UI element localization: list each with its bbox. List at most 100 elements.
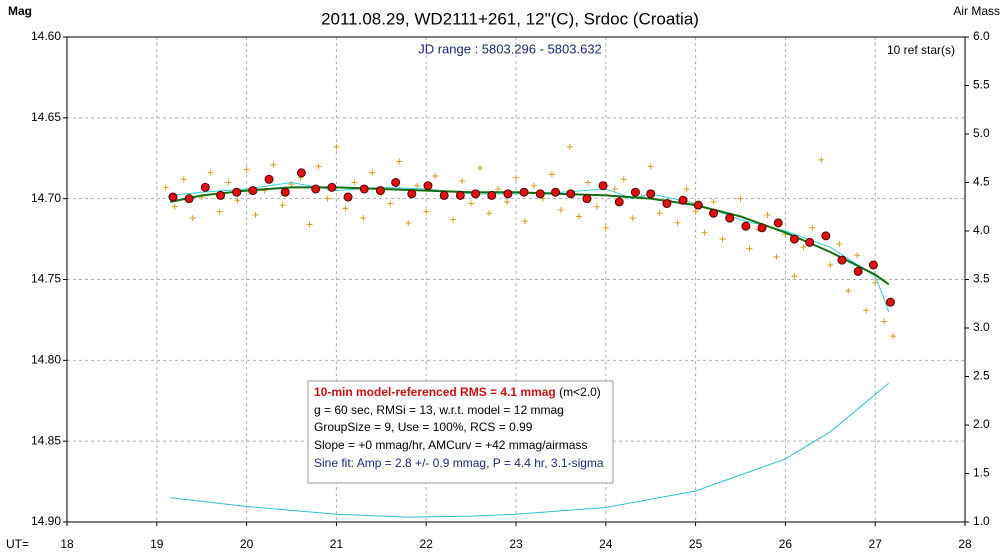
- binned-point: [741, 221, 751, 231]
- binned-point: [821, 231, 831, 241]
- x-tick-label: 22: [420, 537, 434, 551]
- y-tick-label: 14.75: [31, 272, 61, 286]
- data-cross: [504, 198, 511, 205]
- data-cross: [692, 208, 699, 215]
- binned-point: [535, 189, 545, 199]
- stats-line: GroupSize = 9, Use = 100%, RCS = 0.99: [314, 420, 533, 434]
- y2-tick-label: 3.5: [973, 272, 990, 286]
- y2-axis-label: Air Mass: [953, 4, 1000, 18]
- binned-point: [805, 237, 815, 247]
- stats-rms: 10-min model-referenced RMS = 4.1 mmag: [314, 385, 556, 399]
- binned-point: [391, 178, 401, 187]
- data-cross: [575, 213, 582, 220]
- binned-point: [678, 195, 688, 205]
- data-cross: [611, 185, 618, 192]
- data-cross: [189, 215, 196, 222]
- data-cross: [602, 224, 609, 231]
- binned-point: [311, 184, 321, 194]
- data-cross: [629, 215, 636, 222]
- data-cross: [701, 229, 708, 236]
- stats-rms-suffix: (m<2.0): [559, 385, 601, 399]
- data-cross: [764, 211, 771, 218]
- x-tick-label: 26: [779, 537, 793, 551]
- x-tick-label: 20: [240, 537, 254, 551]
- data-cross: [818, 156, 825, 163]
- data-cross: [845, 287, 852, 294]
- air-mass-line: [170, 382, 889, 518]
- y-tick-label: 14.60: [31, 29, 61, 43]
- data-cross: [207, 169, 214, 176]
- binned-point: [232, 187, 242, 197]
- data-cross: [252, 211, 259, 218]
- data-cross: [557, 206, 564, 213]
- x-tick-label: 27: [869, 537, 883, 551]
- data-cross: [450, 216, 457, 223]
- y-tick-label: 14.80: [31, 353, 61, 367]
- x-tick-label: 25: [689, 537, 703, 551]
- binned-point: [519, 187, 529, 197]
- y2-tick-label: 6.0: [973, 29, 990, 43]
- data-cross: [620, 176, 627, 183]
- binned-point: [296, 168, 306, 178]
- data-cross: [674, 219, 681, 226]
- data-cross: [459, 177, 466, 184]
- binned-point: [455, 190, 465, 200]
- y2-tick-label: 2.0: [973, 417, 990, 431]
- data-cross: [171, 203, 178, 210]
- x-tick-label: 28: [958, 537, 972, 551]
- data-cross: [773, 253, 780, 260]
- y2-tick-label: 2.5: [973, 369, 990, 383]
- binned-point: [216, 190, 226, 200]
- data-cross: [863, 307, 870, 314]
- data-cross: [710, 198, 717, 205]
- y2-tick-label: 4.5: [973, 175, 990, 189]
- data-cross: [719, 236, 726, 243]
- subtitle: JD range : 5803.296 - 5803.632: [418, 41, 602, 56]
- data-cross: [396, 158, 403, 165]
- binned-point: [725, 213, 735, 223]
- data-cross: [656, 210, 663, 217]
- binned-point: [503, 189, 513, 199]
- binned-point: [566, 189, 576, 199]
- binned-point: [614, 197, 624, 207]
- binned-point: [709, 208, 719, 218]
- y2-tick-label: 3.0: [973, 320, 990, 334]
- stats-line: Slope = +0 mmag/hr, AMCurv = +42 mmag/ai…: [314, 438, 587, 452]
- binned-point: [375, 186, 385, 196]
- y-tick-label: 14.70: [31, 191, 61, 205]
- data-cross: [495, 185, 502, 192]
- data-cross: [593, 203, 600, 210]
- data-cross: [872, 279, 879, 286]
- data-cross: [279, 202, 286, 209]
- y2-tick-label: 5.0: [973, 126, 990, 140]
- binned-point: [773, 218, 783, 228]
- stats-box: 10-min model-referenced RMS = 4.1 mmag (…: [307, 380, 614, 484]
- data-cross: [791, 273, 798, 280]
- binned-point: [551, 187, 561, 197]
- binned-point: [837, 255, 847, 265]
- data-cross: [647, 163, 654, 170]
- data-cross: [225, 179, 232, 186]
- data-cross: [881, 318, 888, 325]
- data-cross: [486, 210, 493, 217]
- data-cross: [836, 240, 843, 247]
- binned-point: [327, 182, 337, 192]
- binned-point: [471, 189, 481, 199]
- data-cross: [513, 174, 519, 181]
- data-cross: [324, 195, 331, 202]
- binned-point: [184, 194, 194, 204]
- binned-point: [359, 184, 369, 194]
- binned-point: [407, 189, 417, 199]
- binned-point: [885, 297, 895, 307]
- y2-tick-label: 5.5: [973, 78, 990, 92]
- binned-point: [280, 187, 290, 197]
- binned-point: [757, 223, 767, 233]
- binned-point: [693, 200, 703, 210]
- binned-point: [789, 234, 799, 244]
- y2-tick-label: 1.5: [973, 466, 990, 480]
- binned-point: [343, 192, 353, 202]
- stats-line: Sine fit: Amp = 2.8 +/- 0.9 mmag, P = 4.…: [314, 456, 604, 470]
- x-tick-label: 23: [509, 537, 523, 551]
- binned-point: [868, 260, 878, 270]
